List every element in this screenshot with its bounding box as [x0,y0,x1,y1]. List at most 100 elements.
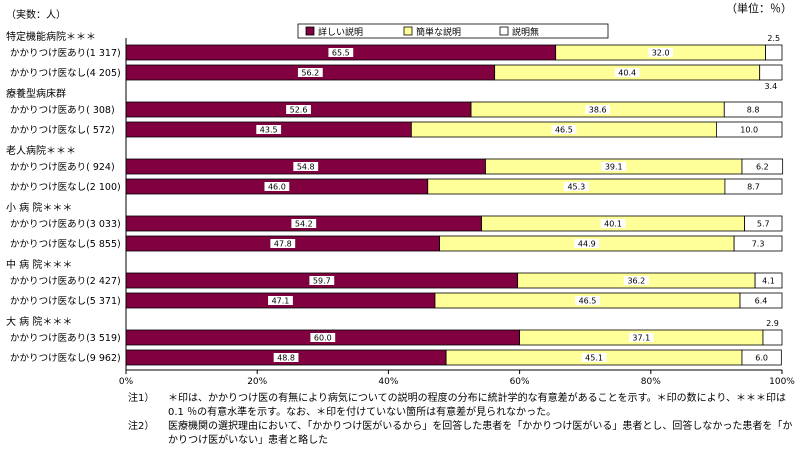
value-label-bg-0-1-1 [614,68,640,77]
x-tick-label-0: 0% [119,377,134,387]
value-label-5-0-0: 60.0 [314,334,332,343]
value-label-1-0-1: 38.6 [589,106,607,115]
row-label-0-1: かかりつけ医なし(4 205) [10,68,121,79]
value-label-5-0-1: 37.1 [632,334,650,343]
value-label-bg-2-1-1 [563,182,589,191]
legend-swatch-2 [499,26,509,36]
x-tick-label-4: 80% [641,377,661,387]
value-label-0-1-0: 56.2 [301,69,319,78]
value-label-2-1-0: 46.0 [268,183,286,192]
group-title-2: 老人病院＊＊＊ [6,144,76,157]
value-label-bg-4-1-1 [575,296,600,305]
value-label-bg-4-1-2 [751,296,771,305]
note-2: 注2） 医療機関の選択理由において、「かかりつけ医がいるから」を回答した患者を「… [128,420,798,448]
row-label-5-1: かかりつけ医なし(9 962) [10,353,121,364]
value-label-bg-0-0-1 [648,48,674,57]
value-label-bg-3-1-0 [270,239,296,248]
value-label-bg-4-1-0 [268,296,293,305]
group-title-4: 中 病 院＊＊＊ [6,258,72,271]
value-label-0-1-2: 3.4 [764,82,777,91]
value-label-1-1-1: 46.5 [555,126,573,135]
row-label-0-0: かかりつけ医あり(1 317) [10,48,121,59]
value-label-2-1-1: 45.3 [567,183,585,192]
legend-label-0: 詳しい説明 [318,26,363,38]
value-label-4-0-2: 4.1 [762,277,775,286]
value-label-0-0-0: 65.5 [332,49,350,58]
value-label-0-1-1: 40.4 [618,69,636,78]
value-label-3-0-2: 5.7 [757,220,770,229]
x-axis: 0% 20% 40% 60% 80% 100% [119,38,795,387]
group-title-3: 小 病 院＊＊＊ [6,201,72,214]
value-label-4-1-2: 6.4 [755,297,768,306]
value-label-4-1-0: 47.1 [272,297,290,306]
value-label-bg-5-1-2 [751,353,772,362]
value-label-2-0-1: 39.1 [605,163,623,172]
value-label-bg-4-0-2 [758,276,779,285]
value-label-bg-2-0-1 [601,162,627,171]
legend-label-2: 説明無 [512,26,539,38]
value-label-4-0-1: 36.2 [627,277,645,286]
row-label-4-0: かかりつけ医あり(2 427) [10,276,121,287]
row-label-2-0: かかりつけ医あり( 924) [10,162,115,173]
value-label-1-0-2: 8.8 [747,106,760,115]
value-label-bg-5-1-0 [273,353,299,362]
value-label-bg-2-1-0 [264,182,290,191]
value-label-bg-5-1-1 [581,353,607,362]
value-label-bg-1-0-1 [585,105,611,114]
row-label-3-1: かかりつけ医なし(5 855) [10,239,121,250]
value-label-4-1-1: 46.5 [579,297,597,306]
bar-5-0-2 [762,329,783,346]
row-label-5-0: かかりつけ医あり(3 519) [10,333,121,344]
value-label-5-1-1: 45.1 [585,354,603,363]
value-label-bg-2-0-0 [293,162,319,171]
legend-label-1: 簡単な説明 [416,26,461,38]
value-label-3-0-1: 40.1 [604,220,622,229]
value-label-2-0-0: 54.8 [297,163,315,172]
row-label-4-1: かかりつけ医なし(5 371) [10,296,121,307]
footnotes: 注1） ＊印は、かかりつけ医の有無により病気についての説明の程度の分布に統計学的… [128,392,798,448]
note-1-text: ＊印は、かかりつけ医の有無により病気についての説明の程度の分布に統計学的な有意差… [168,393,786,418]
note-2-id: 注2） [128,421,155,432]
value-label-1-1-0: 43.5 [260,126,278,135]
row-label-1-0: かかりつけ医あり( 308) [10,105,115,116]
value-label-3-1-0: 47.8 [274,240,292,249]
plot-area: 65.5 32.0 2.5 56.2 40.4 3.4 52.6 38.6 8.8 43.5 46.… [125,34,784,366]
value-label-bg-1-1-0 [256,125,282,134]
bar-0-1-2 [759,64,783,81]
value-label-bg-3-0-0 [291,219,317,228]
row-label-1-1: かかりつけ医なし( 572) [10,125,115,136]
legend-box [297,23,609,39]
note-2-text: 医療機関の選択理由において、「かかりつけ医がいるから」を回答した患者を「かかりつ… [168,421,793,446]
value-label-bg-1-1-1 [551,125,577,134]
row-labels: 特定機能病院＊＊＊ かかりつけ医あり(1 317) かかりつけ医なし(4 205) 療… [6,30,121,364]
value-label-1-1-2: 10.0 [740,126,758,135]
value-label-2-0-2: 6.2 [756,163,769,172]
value-label-2-1-2: 8.7 [747,183,760,192]
value-label-bg-2-0-2 [752,162,773,171]
count-label: （実数：人） [6,8,66,21]
stacked-bar-chart: （実数：人） （単位：％） 詳しい説明 簡単な説明 説明無 65.5 32.0 2.5 5… [6,1,795,387]
bar-0-0-2 [765,44,783,61]
value-label-bg-3-0-2 [753,219,774,228]
value-label-bg-4-0-0 [309,276,335,285]
row-label-2-1: かかりつけ医なし(2 100) [10,182,121,193]
value-label-3-1-1: 44.9 [578,240,596,249]
note-1: 注1） ＊印は、かかりつけ医の有無により病気についての説明の程度の分布に統計学的… [128,392,798,420]
value-label-bg-2-1-2 [743,182,764,191]
value-label-bg-0-0-0 [328,48,354,57]
value-label-bg-3-0-1 [600,219,626,228]
group-title-0: 特定機能病院＊＊＊ [6,30,96,43]
value-label-3-0-0: 54.2 [295,220,313,229]
value-label-1-0-0: 52.6 [290,106,308,115]
legend-swatch-0 [305,26,315,36]
value-label-5-1-0: 48.8 [277,354,295,363]
value-label-3-1-2: 7.3 [752,240,765,249]
value-label-bg-4-0-1 [623,276,649,285]
x-tick-label-2: 40% [378,377,398,387]
value-label-bg-3-1-1 [574,239,600,248]
x-tick-label-5: 100% [769,377,795,387]
value-label-bg-1-0-0 [286,105,311,114]
value-label-5-0-2: 2.9 [766,319,779,328]
value-label-bg-5-0-1 [628,333,654,342]
row-label-3-0: かかりつけ医あり(3 033) [10,219,121,230]
